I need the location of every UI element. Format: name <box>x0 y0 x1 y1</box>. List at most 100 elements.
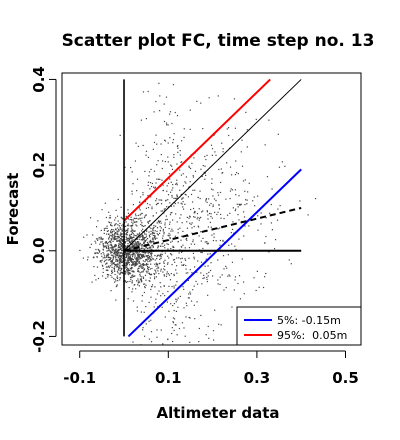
scatter-point <box>179 169 181 171</box>
scatter-point <box>264 242 266 244</box>
scatter-point <box>122 223 124 225</box>
scatter-point <box>135 260 138 262</box>
scatter-point <box>142 255 144 257</box>
scatter-point <box>103 228 105 230</box>
scatter-point <box>122 239 124 241</box>
scatter-point <box>207 325 209 328</box>
scatter-point <box>125 236 127 238</box>
scatter-point <box>172 245 174 247</box>
scatter-point <box>166 301 168 303</box>
scatter-point <box>107 274 110 276</box>
scatter-point <box>184 193 186 196</box>
scatter-point <box>129 236 131 238</box>
scatter-point <box>132 239 134 241</box>
scatter-point <box>189 291 191 293</box>
scatter-point <box>143 269 145 271</box>
scatter-point <box>116 248 118 250</box>
scatter-point <box>114 236 116 238</box>
scatter-point <box>145 270 147 272</box>
scatter-point <box>143 238 145 240</box>
scatter-point <box>145 255 147 257</box>
scatter-point <box>150 241 152 243</box>
scatter-point <box>243 211 245 213</box>
scatter-point <box>160 222 162 224</box>
scatter-point <box>110 234 112 236</box>
scatter-point <box>128 258 130 260</box>
scatter-point <box>167 194 170 196</box>
scatter-point <box>169 221 171 223</box>
scatter-point <box>180 174 182 176</box>
scatter-point <box>207 243 209 245</box>
scatter-point <box>101 209 103 211</box>
scatter-point <box>201 283 203 285</box>
scatter-point <box>142 239 144 241</box>
scatter-point <box>147 90 149 93</box>
scatter-point <box>129 272 132 274</box>
scatter-point <box>132 230 134 232</box>
scatter-point <box>158 254 160 256</box>
scatter-point <box>126 231 129 233</box>
scatter-point <box>164 252 166 254</box>
scatter-point <box>125 259 127 261</box>
scatter-point <box>156 222 158 224</box>
scatter-point <box>151 252 153 254</box>
scatter-point <box>154 269 156 271</box>
scatter-point <box>172 187 174 189</box>
scatter-point <box>150 246 152 248</box>
scatter-point <box>290 263 292 265</box>
scatter-point <box>165 96 168 98</box>
scatter-point <box>163 139 166 141</box>
scatter-point <box>127 209 129 211</box>
scatter-point <box>131 260 133 263</box>
scatter-point <box>134 238 136 241</box>
scatter-point <box>120 261 122 263</box>
scatter-point <box>140 271 143 273</box>
scatter-point <box>121 233 123 235</box>
scatter-point <box>150 227 152 230</box>
scatter-point <box>141 235 143 237</box>
scatter-point <box>143 291 145 294</box>
scatter-point <box>157 202 159 204</box>
line-percentile-5 <box>127 168 302 338</box>
scatter-point <box>107 255 109 257</box>
scatter-point <box>117 234 119 236</box>
scatter-point <box>233 289 235 291</box>
scatter-point <box>121 253 123 255</box>
scatter-point <box>111 271 114 273</box>
scatter-point <box>106 259 108 261</box>
scatter-point <box>244 203 246 206</box>
scatter-point <box>190 223 192 225</box>
scatter-point <box>147 242 149 245</box>
scatter-point <box>111 249 113 251</box>
scatter-point <box>139 243 141 245</box>
scatter-point <box>151 284 154 286</box>
scatter-point <box>138 233 140 235</box>
scatter-point <box>188 166 190 169</box>
scatter-point <box>160 270 162 272</box>
scatter-point <box>141 243 143 246</box>
scatter-point <box>223 217 225 220</box>
scatter-point <box>142 91 145 93</box>
scatter-point <box>129 252 131 254</box>
scatter-point <box>269 212 271 214</box>
scatter-point <box>134 160 136 162</box>
scatter-point <box>150 263 152 265</box>
scatter-point <box>137 259 140 261</box>
scatter-point <box>115 232 117 234</box>
scatter-point <box>115 251 117 253</box>
scatter-point <box>124 245 126 247</box>
scatter-point <box>105 245 107 247</box>
scatter-point <box>142 251 144 254</box>
scatter-point <box>110 224 112 227</box>
scatter-point <box>169 236 171 239</box>
scatter-point <box>220 168 222 170</box>
scatter-point <box>167 273 170 275</box>
scatter-point <box>119 252 121 254</box>
scatter-point <box>274 239 277 241</box>
scatter-point <box>158 199 160 201</box>
scatter-point <box>125 271 127 273</box>
scatter-point <box>166 243 168 245</box>
scatter-point <box>132 259 135 261</box>
scatter-point <box>113 252 115 255</box>
scatter-point <box>89 246 91 249</box>
